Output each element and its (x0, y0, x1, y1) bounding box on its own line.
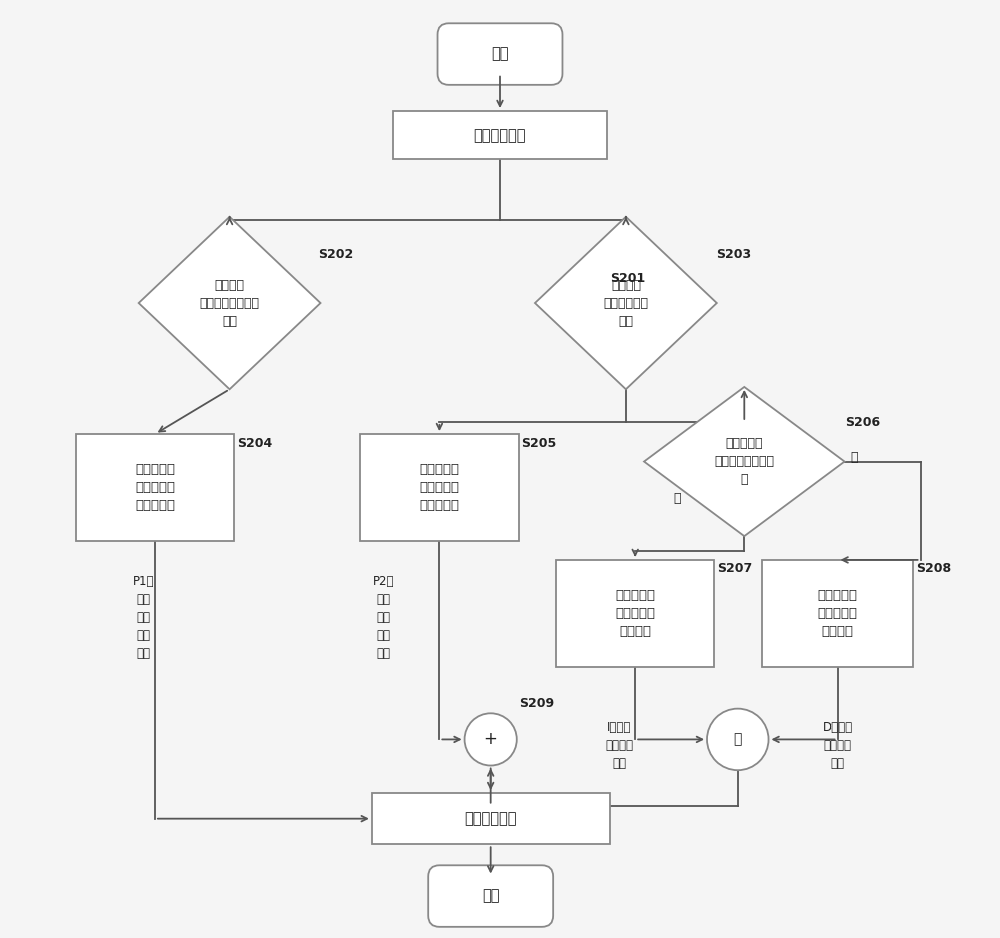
Text: +: + (484, 731, 498, 749)
Text: 或: 或 (734, 733, 742, 747)
Text: D系数下
巡航需求
手矩: D系数下 巡航需求 手矩 (822, 720, 853, 770)
Text: 结束: 结束 (482, 888, 499, 903)
Text: P2系
数下
巡航
需求
手矩: P2系 数下 巡航 需求 手矩 (373, 575, 394, 660)
Bar (762, 560, 913, 667)
Text: S202: S202 (318, 248, 353, 261)
Text: 巡航需求手矩: 巡航需求手矩 (464, 811, 517, 826)
Text: 执行巡航车
速闭环积分
调节模式: 执行巡航车 速闭环积分 调节模式 (615, 589, 655, 638)
Text: S207: S207 (717, 562, 753, 575)
Text: 执行巡航车
速闭环大比
例调节模式: 执行巡航车 速闭环大比 例调节模式 (135, 463, 175, 512)
Bar (76, 434, 234, 541)
Text: 车速偏差计算: 车速偏差计算 (474, 128, 526, 143)
Bar (360, 434, 519, 541)
Text: S205: S205 (521, 437, 557, 450)
Text: S204: S204 (237, 437, 272, 450)
Text: S206: S206 (845, 416, 880, 429)
Text: I系数下
巡航需求
手矩: I系数下 巡航需求 手矩 (605, 720, 633, 770)
Text: S208: S208 (916, 562, 951, 575)
Bar (556, 560, 714, 667)
Text: 执行巡航车
速闭环微分
调节模式: 执行巡航车 速闭环微分 调节模式 (818, 589, 858, 638)
Polygon shape (139, 217, 321, 389)
Text: 车速偏差是
否小于第二偏差阀
值: 车速偏差是 否小于第二偏差阀 值 (714, 437, 774, 486)
Text: 车速偏差
大于等于第一偏差
阀值: 车速偏差 大于等于第一偏差 阀值 (200, 279, 260, 327)
Text: 否: 否 (851, 451, 858, 464)
Text: 车速偏差
小于第一偏差
阀值: 车速偏差 小于第一偏差 阀值 (603, 279, 648, 327)
Bar (372, 793, 610, 844)
Polygon shape (535, 217, 717, 389)
Text: S201: S201 (610, 272, 645, 285)
FancyBboxPatch shape (428, 865, 553, 927)
Text: S203: S203 (716, 248, 751, 261)
Text: 是: 是 (673, 492, 681, 506)
Text: 执行巡航车
速闭环小比
例调节模式: 执行巡航车 速闭环小比 例调节模式 (419, 463, 459, 512)
Text: P1系
数下
巡航
需求
手矩: P1系 数下 巡航 需求 手矩 (133, 575, 155, 660)
Circle shape (707, 708, 769, 770)
Text: 开始: 开始 (491, 47, 509, 62)
Text: S209: S209 (519, 698, 554, 710)
Polygon shape (644, 387, 845, 537)
Bar (393, 111, 607, 159)
FancyBboxPatch shape (438, 23, 562, 84)
Circle shape (465, 713, 517, 765)
